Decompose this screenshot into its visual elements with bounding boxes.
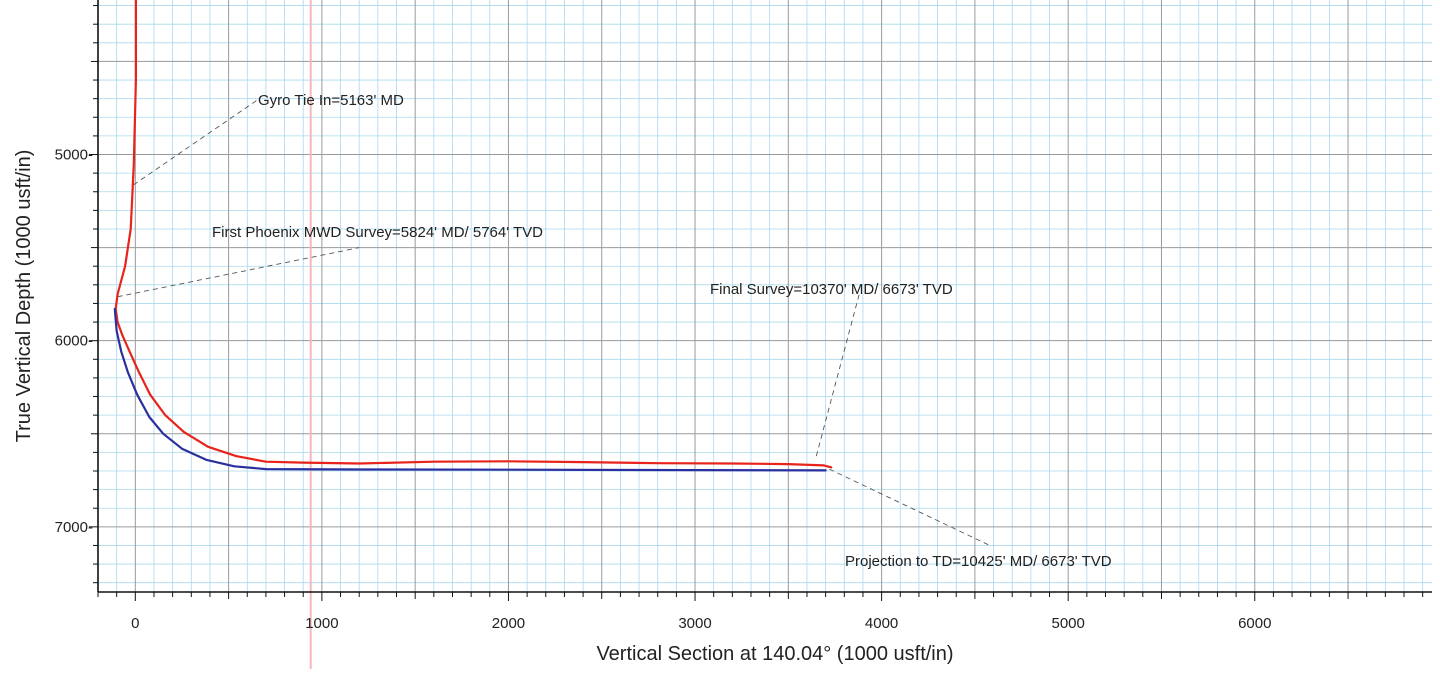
x-tick-label: 4000: [865, 615, 898, 632]
annotations: Gyro Tie In=5163' MD First Phoenix MWD Su…: [117, 92, 1112, 570]
annotation-leader: [133, 100, 257, 186]
y-tick-label: 7000-: [55, 519, 93, 536]
labels: Vertical Section at 140.04° (1000 usft/i…: [13, 150, 954, 665]
grid: [97, 0, 1432, 592]
annotation-label: First Phoenix MWD Survey=5824' MD/ 5764'…: [212, 224, 543, 241]
series-line-actual: [114, 0, 833, 469]
x-tick-label: 6000: [1238, 615, 1271, 632]
x-tick-label: 3000: [678, 615, 711, 632]
annotation-label: Projection to TD=10425' MD/ 6673' TVD: [845, 553, 1112, 570]
annotation-label: Gyro Tie In=5163' MD: [258, 92, 404, 109]
y-axis-title: True Vertical Depth (1000 usft/in): [13, 150, 35, 443]
x-tick-label: 0: [131, 615, 139, 632]
x-tick-label: 5000: [1051, 615, 1084, 632]
annotation-leader: [829, 468, 991, 546]
y-tick-label: 5000-: [55, 147, 93, 164]
x-tick-label: 2000: [492, 615, 525, 632]
series-line-plan: [113, 307, 827, 472]
annotation-label: Final Survey=10370' MD/ 6673' TVD: [710, 281, 953, 298]
x-tick-label: 1000: [305, 615, 338, 632]
series-layer: [113, 0, 833, 472]
y-tick-label: 6000-: [55, 333, 93, 350]
x-axis-title: Vertical Section at 140.04° (1000 usft/i…: [596, 643, 953, 665]
annotation-leader: [815, 294, 860, 457]
axes: 0 1000 2000 3000 4000 5000 6000 5000- 6000- 7000-: [55, 0, 1432, 632]
